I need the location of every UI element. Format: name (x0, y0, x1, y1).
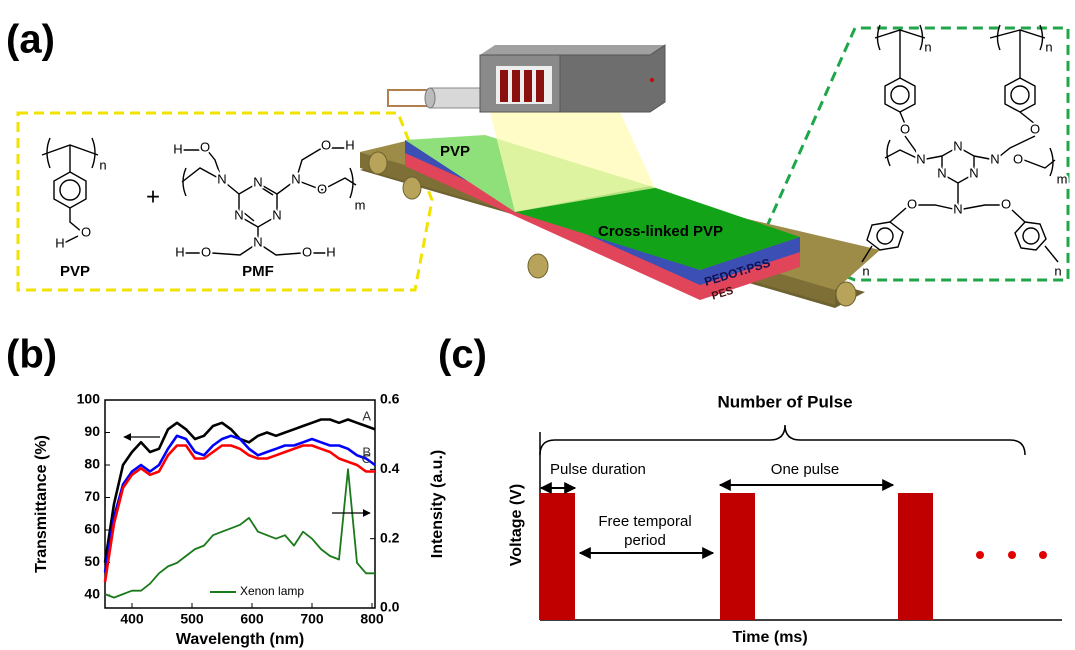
atom: n (1054, 263, 1061, 278)
atom: O (1001, 196, 1011, 211)
x-tick-label: 400 (120, 611, 144, 627)
atom: O (302, 244, 312, 259)
axis-label: Voltage (V) (508, 484, 525, 566)
series-line (105, 420, 375, 563)
compound-name: PVP (60, 263, 90, 280)
plot-frame (105, 400, 375, 608)
y-tick-label: 100 (77, 391, 101, 407)
y-tick-label: 80 (84, 456, 100, 472)
atom: m (355, 197, 366, 212)
y-tick-label: 40 (84, 586, 100, 602)
figure: (a) PVP Cross-linked PVP PEDO (0, 0, 1075, 650)
atom: O (81, 224, 91, 239)
annotation: period (624, 532, 666, 549)
atom: N (953, 138, 962, 153)
atom: n (924, 39, 931, 54)
atom: O (907, 196, 917, 211)
atom: N (969, 165, 978, 180)
atom: H (175, 244, 184, 259)
y2-tick-label: 0.0 (380, 599, 400, 615)
y2-tick-label: 0.4 (380, 460, 400, 476)
atom: N (217, 171, 226, 186)
panel-label: (c) (438, 333, 487, 377)
series-label: A (362, 409, 371, 424)
atom: n (862, 263, 869, 278)
plus: + (146, 183, 160, 210)
atom: N (990, 151, 999, 166)
panel-label: (b) (6, 333, 57, 377)
x-tick-label: 700 (300, 611, 324, 627)
series-line (105, 469, 375, 597)
diagram-title: Number of Pulse (717, 392, 852, 411)
atom: n (1045, 39, 1052, 54)
atom: N (272, 207, 281, 222)
x-tick-label: 600 (240, 611, 264, 627)
atom: m (1057, 171, 1068, 186)
axis-label: Time (ms) (732, 629, 807, 646)
annotation: Free temporal (598, 513, 691, 530)
pmf-structure (182, 148, 356, 255)
atom: H (326, 244, 335, 259)
layer-label: Cross-linked PVP (598, 223, 723, 240)
y-tick-label: 50 (84, 553, 100, 569)
x-axis-label: Wavelength (nm) (176, 631, 304, 648)
atom: n (99, 157, 106, 172)
atom: O (900, 121, 910, 136)
atom: O (201, 244, 211, 259)
y2-axis-label: Intensity (a.u.) (429, 450, 446, 558)
ellipsis (976, 551, 1047, 559)
y2-tick-label: 0.2 (380, 529, 400, 545)
y-tick-label: 60 (84, 521, 100, 537)
atom: O (321, 137, 331, 152)
atom: N (291, 171, 300, 186)
atom: N (253, 174, 262, 189)
atom: O (317, 181, 327, 196)
atom: O (1030, 121, 1040, 136)
y-tick-label: 70 (84, 488, 100, 504)
series-line (105, 446, 375, 583)
atom: N (937, 165, 946, 180)
atom: H (55, 235, 64, 250)
compound-name: PMF (242, 263, 274, 280)
annotation: One pulse (771, 461, 839, 478)
y-tick-label: 90 (84, 423, 100, 439)
annotation: Pulse duration (550, 461, 646, 478)
brace (540, 425, 1025, 455)
atom: N (253, 234, 262, 249)
x-tick-label: 500 (180, 611, 204, 627)
layer-label: PVP (440, 143, 470, 160)
arrows (541, 485, 893, 553)
y-axis-label: Transmittance (%) (33, 435, 50, 573)
atom: O (200, 139, 210, 154)
atom: O (1013, 151, 1023, 166)
atom: H (173, 141, 182, 156)
atom: N (234, 207, 243, 222)
series-label: C (362, 451, 371, 466)
atom: N (916, 151, 925, 166)
legend-label: Xenon lamp (240, 584, 304, 598)
atom: N (953, 201, 962, 216)
y2-tick-label: 0.6 (380, 391, 400, 407)
panel-label: (a) (6, 18, 55, 62)
atom: H (345, 137, 354, 152)
